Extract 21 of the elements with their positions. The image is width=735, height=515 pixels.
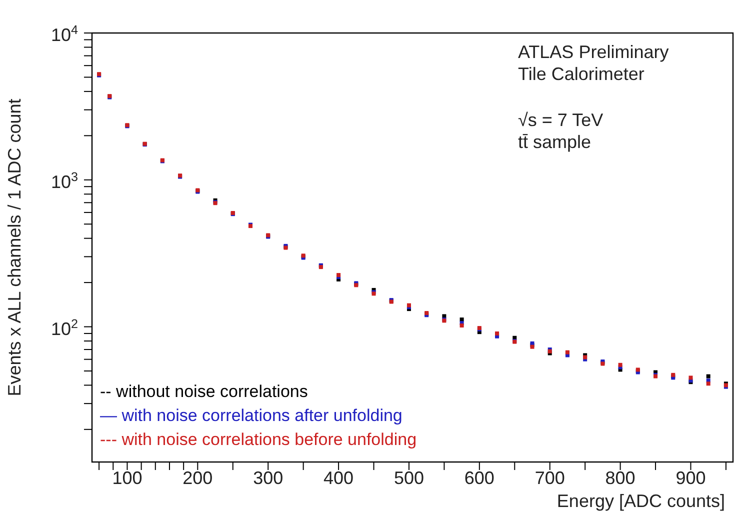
y-tick-label: 10$^{3}$ <box>50 170 78 192</box>
annotation: tt̄ sample <box>518 131 592 153</box>
x-tick-label: 200 <box>182 468 213 488</box>
x-tick-label: 300 <box>253 468 284 488</box>
x-tick-label: 400 <box>324 468 354 488</box>
y-tick-label: 10$^{2}$ <box>50 316 78 339</box>
x-tick-label: 700 <box>534 468 565 488</box>
y-axis-title: Events x ALL channels / 1 ADC count <box>4 98 24 396</box>
text: — with noise correlations after unfolding <box>100 405 404 427</box>
y-tick-label: 10$^{4}$ <box>50 23 78 45</box>
x-tick-label: 500 <box>394 468 424 488</box>
x-axis-title: Energy [ADC counts] <box>556 491 725 511</box>
x-tick-label: 600 <box>464 468 494 488</box>
x-tick-label: 900 <box>676 468 706 488</box>
text: --- with noise correlations before unfolding <box>100 429 417 451</box>
x-tick-label: 800 <box>605 468 636 488</box>
annotation: √s = 7 TeV <box>518 109 604 131</box>
x-tick-label: 100 <box>112 468 142 488</box>
annotation: ATLAS Preliminary <box>518 41 669 63</box>
text: -- without noise correlations <box>100 381 309 403</box>
annotation: Tile Calorimeter <box>518 63 646 85</box>
